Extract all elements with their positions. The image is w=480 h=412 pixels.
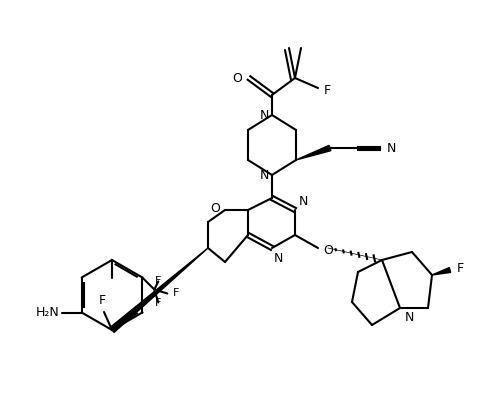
Text: N: N (405, 311, 414, 324)
Polygon shape (110, 248, 208, 332)
Text: N: N (274, 252, 283, 265)
Text: O: O (323, 243, 333, 257)
Text: F: F (457, 262, 464, 274)
Polygon shape (296, 145, 331, 160)
Text: O: O (210, 201, 220, 215)
Text: N: N (299, 195, 308, 208)
Text: N: N (387, 141, 396, 154)
Text: H₂N: H₂N (36, 306, 60, 319)
Text: F: F (155, 297, 161, 307)
Text: N: N (260, 108, 269, 122)
Text: N: N (260, 169, 269, 182)
Text: F: F (324, 84, 331, 96)
Text: F: F (155, 276, 161, 286)
Polygon shape (432, 267, 451, 275)
Text: O: O (232, 72, 242, 84)
Text: F: F (173, 288, 180, 299)
Text: F: F (98, 294, 106, 307)
